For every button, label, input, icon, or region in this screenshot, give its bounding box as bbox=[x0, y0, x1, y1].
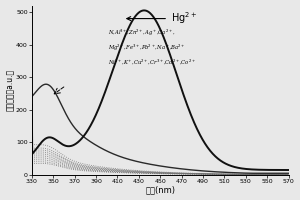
Text: N,Al$^{3+}$,Zn$^{2+}$,Ag$^+$,Ca$^{2+}$,: N,Al$^{3+}$,Zn$^{2+}$,Ag$^+$,Ca$^{2+}$, bbox=[108, 27, 175, 38]
Y-axis label: 荧光强度（a.u.）: 荧光强度（a.u.） bbox=[6, 69, 15, 111]
Text: Ni$^{2+}$,K$^+$,Cu$^{2+}$,Cr$^{3+}$,Cd$^{2+}$,Co$^{2+}$: Ni$^{2+}$,K$^+$,Cu$^{2+}$,Cr$^{3+}$,Cd$^… bbox=[108, 58, 196, 67]
Text: Hg$^{2+}$: Hg$^{2+}$ bbox=[127, 11, 197, 26]
Text: Mg$^{2+}$,Fe$^{3+}$,Pb$^{2+}$,Na$^+$,Ba$^{2+}$: Mg$^{2+}$,Fe$^{3+}$,Pb$^{2+}$,Na$^+$,Ba$… bbox=[108, 42, 185, 53]
X-axis label: 波长(nm): 波长(nm) bbox=[145, 185, 175, 194]
